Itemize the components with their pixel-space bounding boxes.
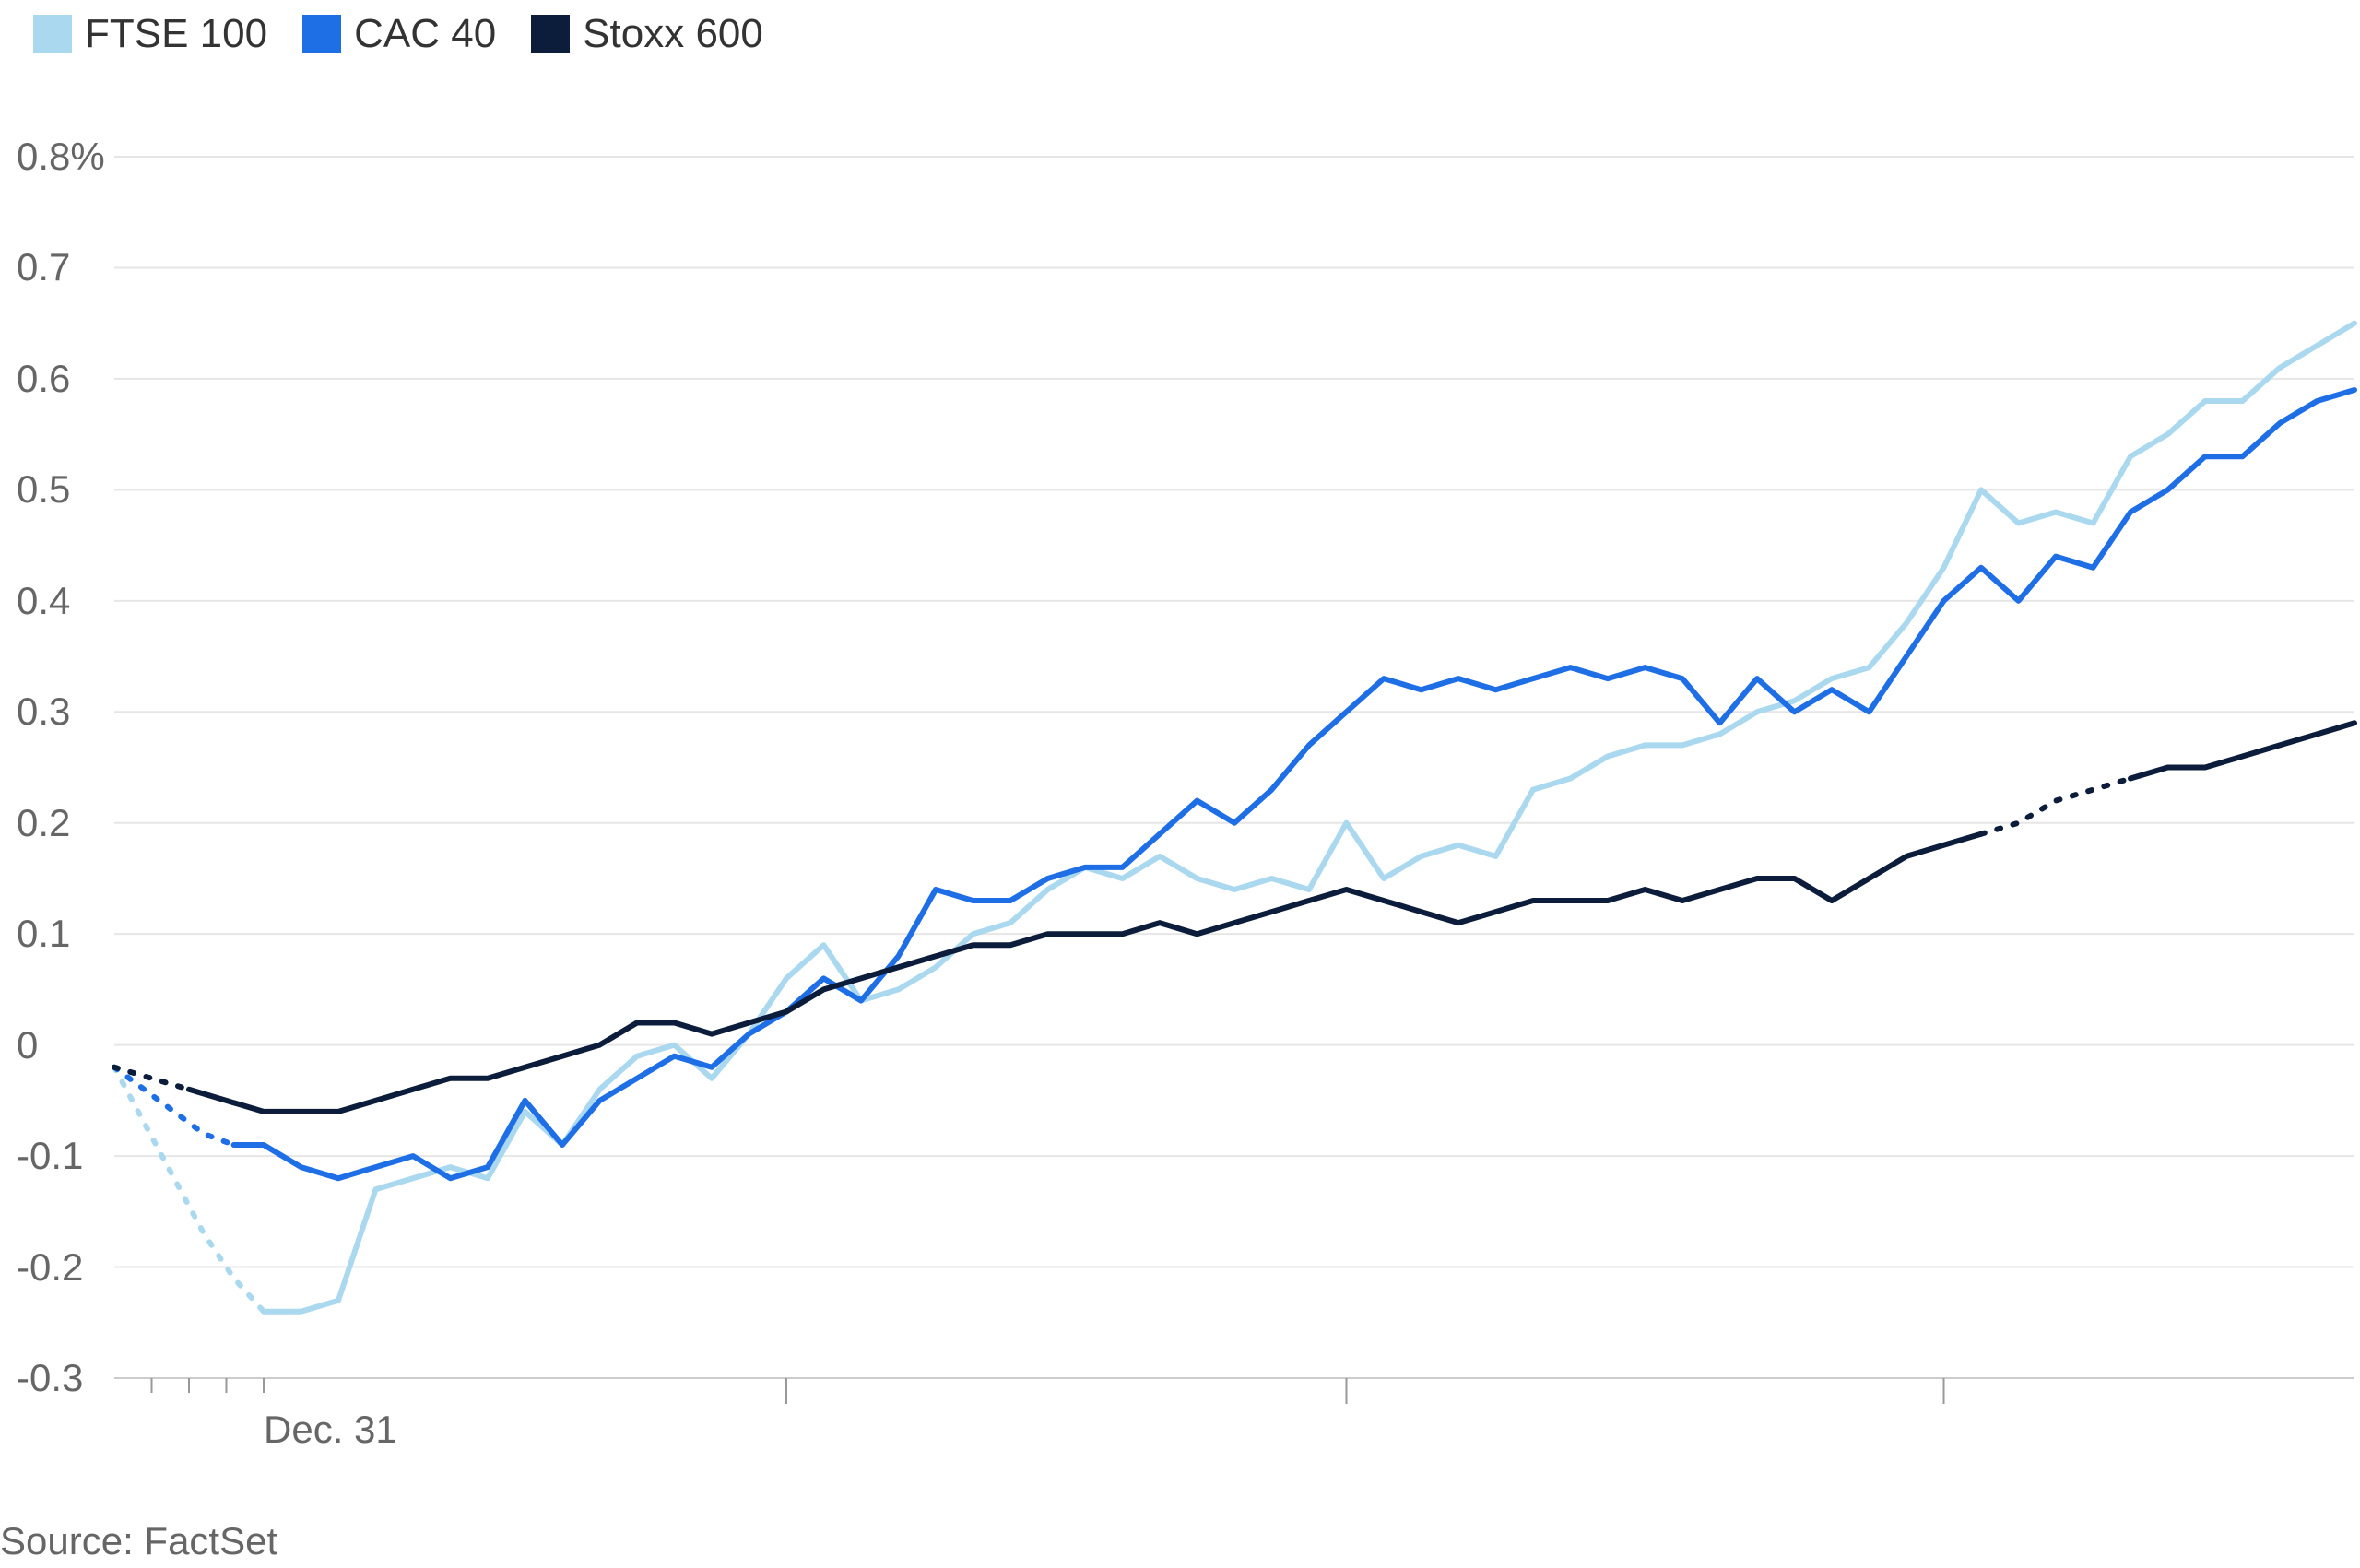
series-line bbox=[1981, 779, 2130, 834]
y-tick-label: 0 bbox=[17, 1023, 38, 1067]
legend-swatch bbox=[302, 15, 341, 53]
y-tick-label: 0.2 bbox=[17, 801, 70, 845]
y-tick-label: 0.6 bbox=[17, 357, 70, 401]
source-line: Source: FactSet bbox=[0, 1519, 277, 1563]
legend-label: FTSE 100 bbox=[85, 11, 267, 57]
y-tick-label: 0.5 bbox=[17, 467, 70, 512]
y-tick-label: 0.4 bbox=[17, 579, 70, 623]
legend-item: Stoxx 600 bbox=[531, 11, 763, 57]
y-tick-label: 0.7 bbox=[17, 245, 70, 289]
x-tick-label: Dec. 31 bbox=[264, 1408, 397, 1452]
y-tick-label: -0.1 bbox=[17, 1134, 83, 1178]
y-tick-label: 0.8% bbox=[17, 135, 105, 179]
chart-root: FTSE 100 CAC 40 Stoxx 600 0.8% 0.7 0.6 0.5 0.4… bbox=[0, 0, 2360, 1568]
chart-plot bbox=[114, 157, 2354, 1415]
legend-swatch bbox=[531, 15, 570, 53]
y-tick-label: 0.1 bbox=[17, 912, 70, 956]
series-line bbox=[114, 1067, 234, 1145]
y-tick-label: 0.3 bbox=[17, 690, 70, 734]
series-line bbox=[264, 324, 2354, 1312]
series-line bbox=[189, 834, 1981, 1112]
legend-item: FTSE 100 bbox=[33, 11, 267, 57]
y-tick-label: -0.2 bbox=[17, 1245, 83, 1290]
legend-swatch bbox=[33, 15, 72, 53]
legend-label: CAC 40 bbox=[354, 11, 496, 57]
legend: FTSE 100 CAC 40 Stoxx 600 bbox=[33, 11, 763, 57]
gridlines bbox=[114, 157, 2354, 1378]
legend-label: Stoxx 600 bbox=[583, 11, 763, 57]
legend-item: CAC 40 bbox=[302, 11, 496, 57]
x-ticks bbox=[152, 1378, 1944, 1404]
y-tick-label: -0.3 bbox=[17, 1356, 83, 1400]
series-line bbox=[2130, 723, 2354, 778]
